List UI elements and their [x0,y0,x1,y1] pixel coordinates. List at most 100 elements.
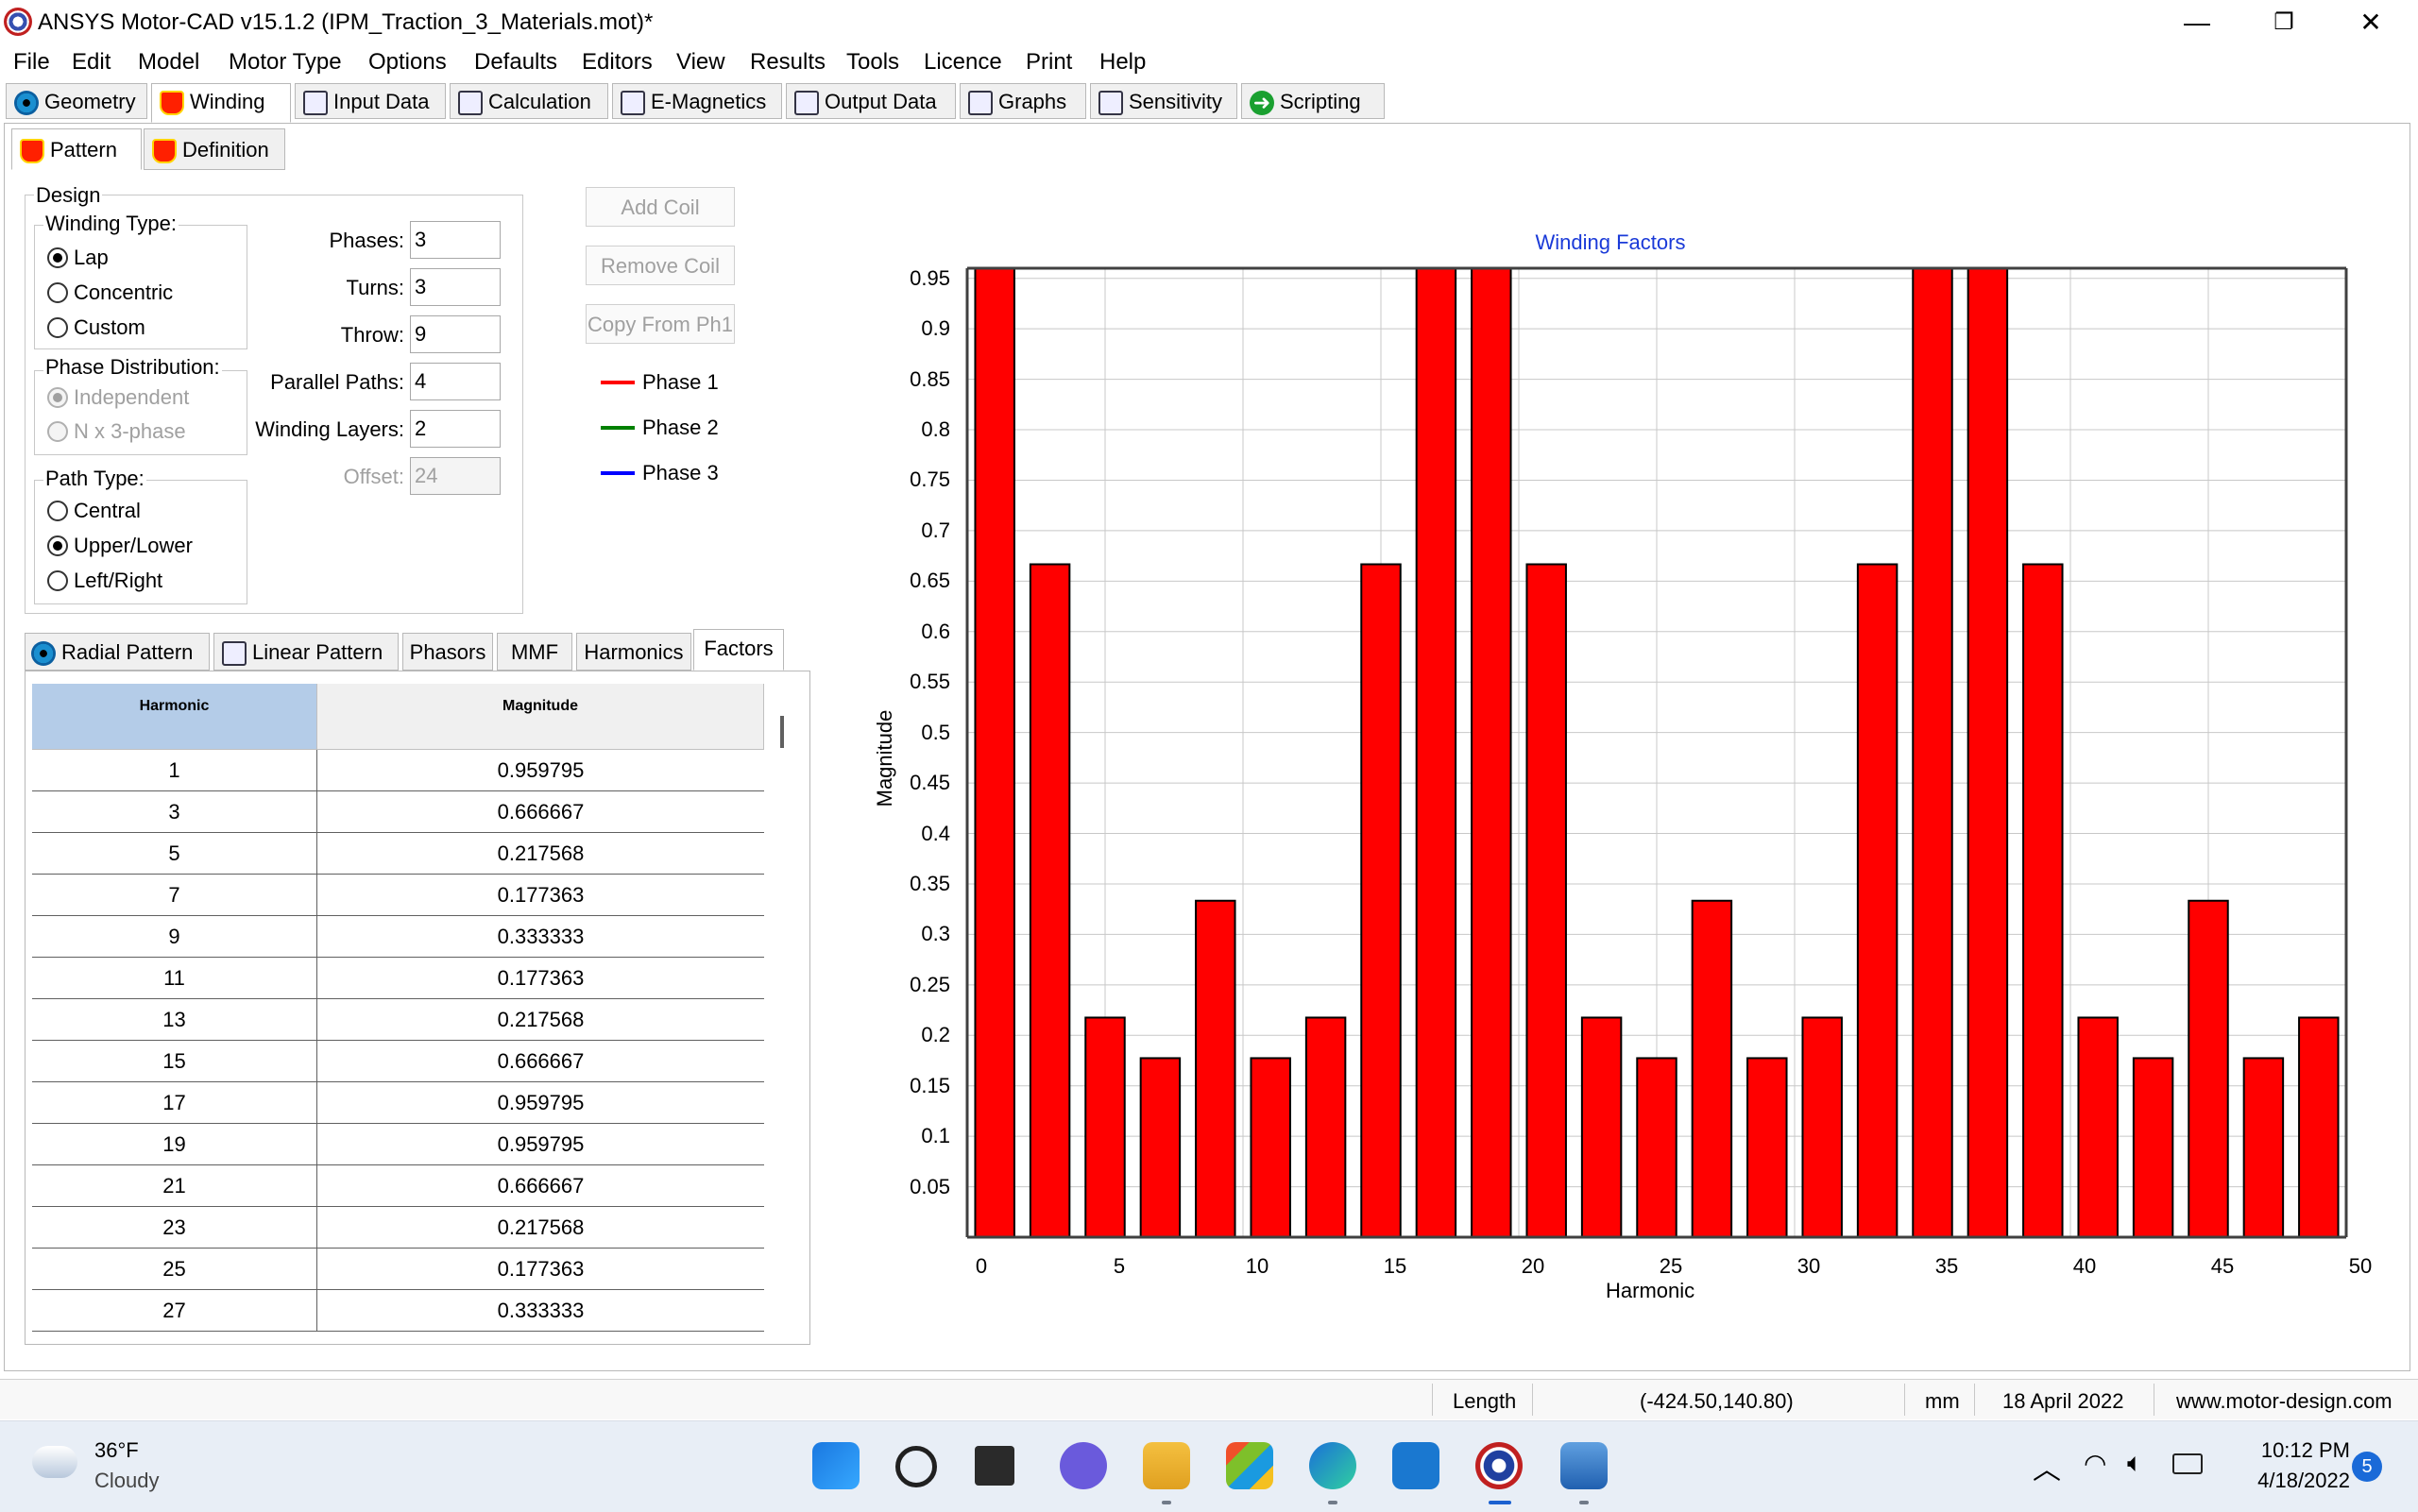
table-row[interactable]: 21 0.666667 [32,1165,764,1207]
motor-cad-app-icon[interactable] [4,8,32,36]
turns-field[interactable]: 3 [410,268,501,306]
menu-results[interactable]: Results [750,49,826,75]
offset-field[interactable]: 24 [410,457,501,495]
x-tick-label: 10 [1245,1254,1269,1278]
remove-coil-button[interactable]: Remove Coil [586,246,735,285]
radio-n-x-3-phase[interactable]: N x 3-phase [47,419,186,444]
menu-model[interactable]: Model [138,49,200,75]
table-row[interactable]: 17 0.959795 [32,1082,764,1124]
tab-winding[interactable]: Winding [151,83,291,123]
magnitude-cell: 0.217568 [497,1215,585,1239]
menu-edit[interactable]: Edit [72,49,111,75]
mail-icon[interactable] [1392,1442,1439,1489]
throw-field[interactable]: 9 [410,315,501,353]
minimize-button[interactable]: — [2184,8,2210,37]
tab-mmf[interactable]: MMF [497,633,572,671]
motor-cad-taskbar-icon[interactable] [1475,1442,1523,1489]
column-header-magnitude[interactable]: Magnitude [317,684,764,750]
notification-badge[interactable]: 5 [2352,1452,2382,1482]
radio-independent[interactable]: Independent [47,385,189,410]
radio-left-right[interactable]: Left/Right [47,569,162,593]
photos-icon[interactable] [1560,1442,1608,1489]
copy-from-ph1-button[interactable]: Copy From Ph1 [586,304,735,344]
clock-date[interactable]: 4/18/2022 [2257,1469,2350,1492]
tab-factors[interactable]: Factors [693,629,784,671]
parallel-paths-field[interactable]: 4 [410,363,501,400]
tab-e-magnetics[interactable]: E-Magnetics [612,83,782,119]
battery-icon[interactable] [2172,1453,2203,1474]
menu-tools[interactable]: Tools [846,49,900,75]
scripting-icon: ➜ [1250,91,1274,116]
weather-temperature[interactable]: 36°F [94,1438,139,1462]
tab-harmonics[interactable]: Harmonics [576,633,691,671]
tab-scripting[interactable]: ➜ Scripting [1241,83,1385,119]
subtab-pattern[interactable]: Pattern [11,128,142,170]
tab-output-data[interactable]: Output Data [786,83,956,119]
tab-calculation[interactable]: Calculation [450,83,608,119]
tab-phasors[interactable]: Phasors [402,633,493,671]
tab-radial-pattern[interactable]: Radial Pattern [25,633,210,671]
x-tick-label: 0 [975,1254,988,1278]
weather-cloud-icon[interactable] [32,1446,77,1478]
menu-view[interactable]: View [676,49,725,75]
edge-icon[interactable] [1309,1442,1356,1489]
table-row[interactable]: 5 0.217568 [32,833,764,875]
table-row[interactable]: 19 0.959795 [32,1124,764,1165]
radio-central[interactable]: Central [47,499,141,523]
tab-geometry[interactable]: Geometry [6,83,147,119]
chat-icon[interactable] [1060,1442,1107,1489]
add-coil-button[interactable]: Add Coil [586,187,735,227]
harmonic-cell: 19 [32,1124,317,1165]
table-row[interactable]: 11 0.177363 [32,958,764,999]
table-row[interactable]: 3 0.666667 [32,791,764,833]
file-explorer-icon[interactable] [1143,1442,1190,1489]
maximize-button[interactable]: ❐ [2273,9,2294,35]
phases-field[interactable]: 3 [410,221,501,259]
column-header-harmonic[interactable]: Harmonic [32,684,317,750]
menu-motor-type[interactable]: Motor Type [229,49,342,75]
clock-time[interactable]: 10:12 PM [2260,1438,2350,1462]
menu-defaults[interactable]: Defaults [474,49,558,75]
menu-help[interactable]: Help [1099,49,1147,75]
wifi-icon[interactable]: ◠ [2084,1449,2107,1478]
pattern-icon [20,139,44,164]
tab-linear-pattern[interactable]: Linear Pattern [213,633,399,671]
chevron-up-icon[interactable]: ︿ [2033,1454,2061,1486]
menu-editors[interactable]: Editors [582,49,653,75]
menu-print[interactable]: Print [1026,49,1073,75]
x-tick-label: 20 [1521,1254,1545,1278]
y-tick-label: 0.8 [921,417,950,441]
winding-layers-field[interactable]: 2 [410,410,501,448]
weather-condition[interactable]: Cloudy [94,1469,160,1492]
tab-sensitivity[interactable]: Sensitivity [1090,83,1237,119]
table-scrollbar[interactable] [780,716,784,748]
volume-icon[interactable]: 🔈︎ [2127,1448,2143,1477]
menu-options[interactable]: Options [368,49,447,75]
tab-input-data[interactable]: Input Data [295,83,446,119]
subtab-definition[interactable]: Definition [144,128,285,170]
table-row[interactable]: 9 0.333333 [32,916,764,958]
menu-licence[interactable]: Licence [924,49,1002,75]
search-icon[interactable] [895,1446,937,1487]
start-icon[interactable] [812,1442,860,1489]
legend-phase-3: Phase 3 [601,461,719,485]
close-button[interactable]: ✕ [2359,8,2382,37]
y-tick-label: 0.7 [921,518,950,542]
radio-upper-lower[interactable]: Upper/Lower [47,534,193,558]
table-row[interactable]: 1 0.959795 [32,750,764,791]
task-view-icon[interactable] [975,1446,1014,1486]
table-row[interactable]: 7 0.177363 [32,875,764,916]
radio-concentric[interactable]: Concentric [47,280,173,305]
store-icon[interactable] [1226,1442,1273,1489]
table-row[interactable]: 13 0.217568 [32,999,764,1041]
table-row[interactable]: 23 0.217568 [32,1207,764,1249]
table-row[interactable]: 15 0.666667 [32,1041,764,1082]
radio-custom[interactable]: Custom [47,315,145,340]
radio-lap[interactable]: Lap [47,246,109,270]
table-row[interactable]: 25 0.177363 [32,1249,764,1290]
geometry-icon [14,91,39,116]
menu-file[interactable]: File [13,49,50,75]
table-row[interactable]: 27 0.333333 [32,1290,764,1332]
winding-type-label: Winding Type: [43,212,179,236]
tab-graphs[interactable]: Graphs [960,83,1086,119]
